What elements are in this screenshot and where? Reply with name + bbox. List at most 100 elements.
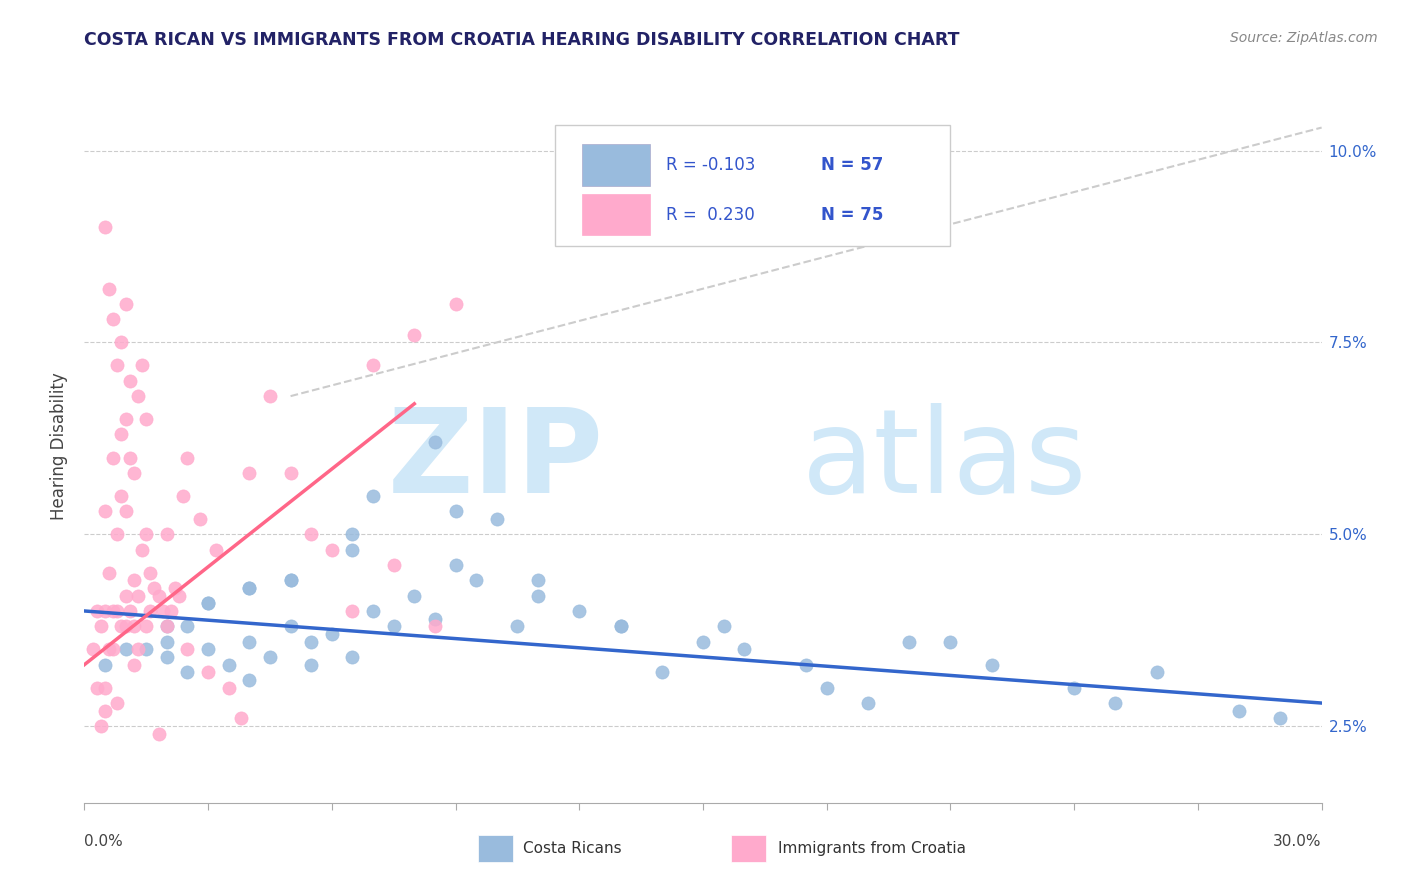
Point: [176, 642, 198, 657]
Point: [156, 619, 179, 633]
Point: [135, 527, 157, 541]
Point: [176, 665, 198, 680]
Point: [197, 665, 219, 680]
Point: [980, 657, 1002, 672]
Point: [122, 574, 145, 588]
Point: [127, 589, 149, 603]
Point: [939, 634, 962, 648]
Point: [156, 619, 179, 633]
Point: [165, 581, 187, 595]
Point: [1104, 696, 1126, 710]
Point: [86, 681, 108, 695]
Point: [90, 619, 112, 633]
Point: [280, 619, 302, 633]
Text: 30.0%: 30.0%: [1274, 834, 1322, 849]
Point: [98, 566, 121, 580]
Text: 0.0%: 0.0%: [84, 834, 124, 849]
Point: [1146, 665, 1168, 680]
Point: [176, 619, 198, 633]
Text: N = 75: N = 75: [821, 206, 883, 224]
Point: [94, 220, 117, 235]
Point: [118, 604, 141, 618]
Point: [609, 619, 631, 633]
Point: [733, 642, 755, 657]
Point: [692, 634, 714, 648]
Point: [152, 604, 174, 618]
Point: [229, 711, 252, 725]
Point: [299, 657, 322, 672]
Point: [280, 466, 302, 480]
Text: Source: ZipAtlas.com: Source: ZipAtlas.com: [1230, 31, 1378, 45]
Point: [114, 642, 136, 657]
Point: [197, 596, 219, 610]
Point: [176, 450, 198, 465]
Point: [139, 604, 162, 618]
Point: [86, 604, 108, 618]
Point: [197, 596, 219, 610]
Point: [382, 619, 405, 633]
Point: [342, 604, 364, 618]
Point: [105, 696, 128, 710]
Point: [361, 489, 384, 503]
Point: [114, 619, 136, 633]
Point: [342, 542, 364, 557]
Point: [90, 719, 112, 733]
Point: [105, 604, 128, 618]
Point: [114, 297, 136, 311]
Point: [110, 335, 132, 350]
Point: [299, 634, 322, 648]
Point: [122, 466, 145, 480]
Point: [103, 312, 125, 326]
Point: [609, 619, 631, 633]
Point: [238, 466, 260, 480]
Point: [103, 450, 125, 465]
Point: [1063, 681, 1085, 695]
Point: [238, 673, 260, 687]
Text: Immigrants from Croatia: Immigrants from Croatia: [778, 841, 966, 855]
Point: [156, 527, 179, 541]
Point: [259, 650, 281, 665]
Text: atlas: atlas: [801, 403, 1087, 517]
Point: [444, 297, 467, 311]
Point: [103, 642, 125, 657]
Point: [856, 696, 879, 710]
Point: [485, 512, 508, 526]
Text: R = -0.103: R = -0.103: [666, 156, 755, 174]
Point: [280, 574, 302, 588]
Point: [94, 604, 117, 618]
Point: [342, 527, 364, 541]
Point: [127, 389, 149, 403]
Point: [139, 566, 162, 580]
Point: [127, 642, 149, 657]
Point: [423, 435, 446, 450]
Point: [568, 604, 591, 618]
Point: [527, 589, 550, 603]
Point: [188, 512, 211, 526]
Point: [361, 604, 384, 618]
Point: [172, 489, 194, 503]
Point: [110, 619, 132, 633]
Point: [110, 489, 132, 503]
Point: [527, 574, 550, 588]
Point: [218, 681, 240, 695]
Y-axis label: Hearing Disability: Hearing Disability: [51, 372, 69, 520]
Point: [361, 359, 384, 373]
Point: [321, 542, 343, 557]
Point: [103, 604, 125, 618]
Point: [342, 650, 364, 665]
Point: [135, 619, 157, 633]
Point: [110, 427, 132, 442]
Point: [148, 727, 170, 741]
Point: [94, 681, 117, 695]
Point: [98, 642, 121, 657]
Point: [94, 657, 117, 672]
Point: [713, 619, 735, 633]
Point: [444, 504, 467, 518]
Text: Costa Ricans: Costa Ricans: [523, 841, 621, 855]
Point: [148, 589, 170, 603]
Text: COSTA RICAN VS IMMIGRANTS FROM CROATIA HEARING DISABILITY CORRELATION CHART: COSTA RICAN VS IMMIGRANTS FROM CROATIA H…: [84, 31, 960, 49]
Point: [160, 604, 183, 618]
Point: [156, 650, 179, 665]
Point: [898, 634, 921, 648]
Point: [94, 504, 117, 518]
